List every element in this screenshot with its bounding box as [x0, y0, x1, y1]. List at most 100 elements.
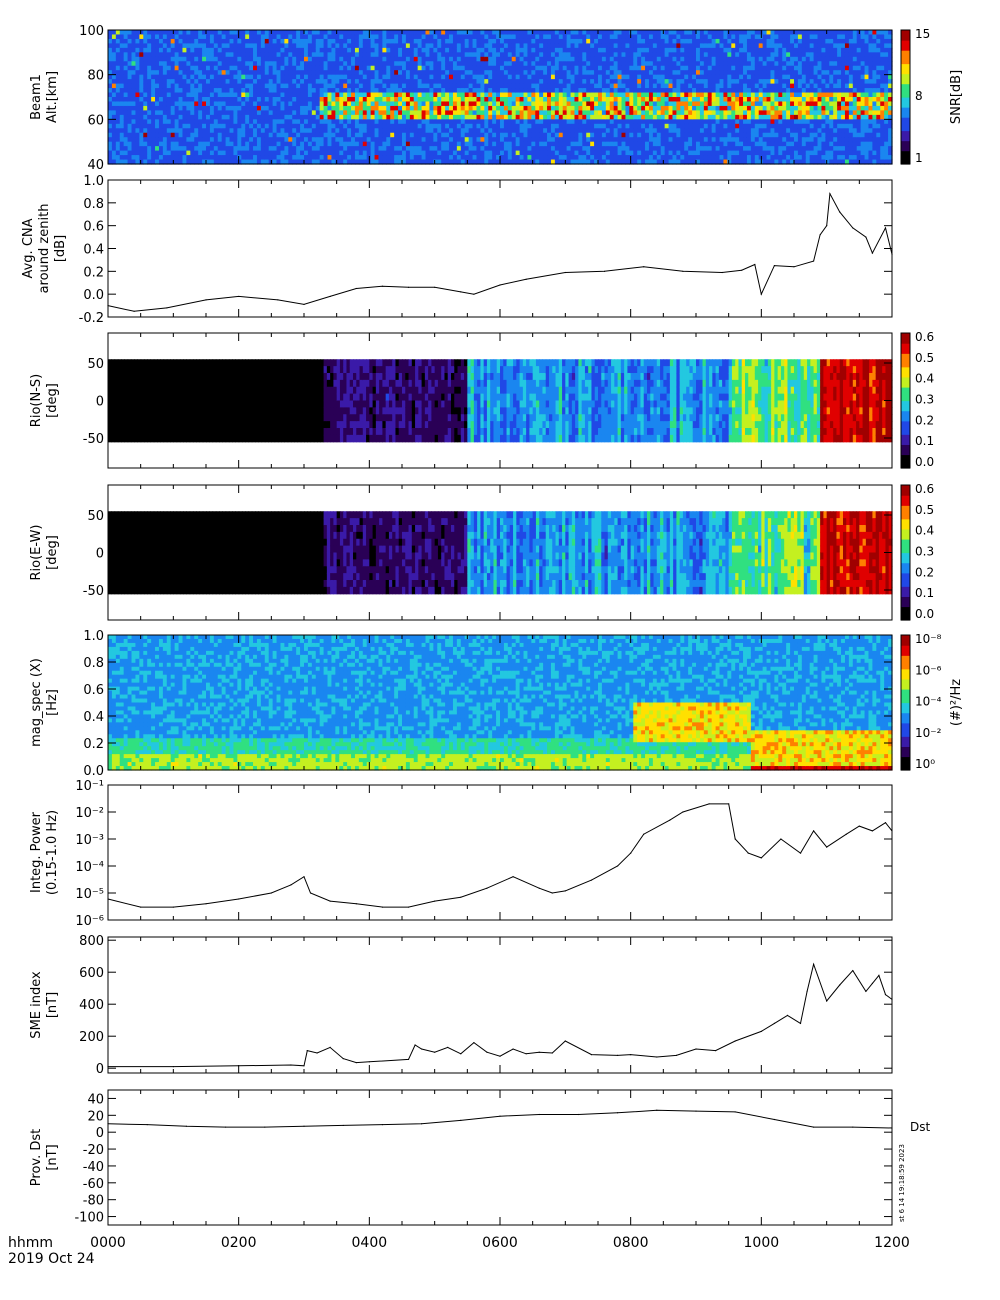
- heatmap-cell: [386, 132, 391, 138]
- heatmap-cell: [452, 30, 458, 36]
- heatmap-cell: [139, 30, 144, 36]
- heatmap-cell: [601, 30, 607, 36]
- heatmap-cell: [115, 110, 121, 116]
- heatmap-cell: [699, 79, 705, 85]
- heatmap-cell: [507, 92, 513, 98]
- heatmap-cell: [108, 114, 113, 120]
- heatmap-cell: [464, 79, 470, 85]
- heatmap-cell: [633, 43, 638, 49]
- heatmap-cell: [221, 88, 227, 94]
- heatmap-cell: [304, 70, 309, 76]
- heatmap-cell: [170, 34, 176, 40]
- heatmap-cell: [433, 70, 438, 76]
- heatmap-cell: [143, 110, 148, 116]
- heatmap-cell: [343, 34, 348, 40]
- heatmap-cell: [496, 70, 501, 76]
- heatmap-cell: [648, 105, 654, 111]
- heatmap-cell: [292, 141, 297, 147]
- heatmap-cell: [382, 83, 387, 89]
- heatmap-cell: [382, 74, 387, 80]
- heatmap-cell: [225, 159, 231, 165]
- heatmap-cell: [166, 128, 172, 134]
- heatmap-cell: [311, 52, 317, 58]
- heatmap-cell: [127, 38, 133, 44]
- heatmap-cell: [539, 92, 544, 98]
- heatmap-cell: [288, 92, 293, 98]
- heatmap-cell: [456, 30, 462, 36]
- heatmap-cell: [476, 92, 481, 98]
- heatmap-cell: [601, 119, 607, 125]
- heatmap-cell: [452, 52, 458, 58]
- heatmap-cell: [625, 52, 630, 58]
- heatmap-cell: [292, 30, 297, 36]
- heatmap-cell: [688, 97, 693, 103]
- heatmap-cell: [256, 128, 262, 134]
- heatmap-cell: [676, 52, 681, 58]
- heatmap-cell: [582, 52, 587, 58]
- heatmap-cell: [629, 114, 634, 120]
- heatmap-cell: [155, 141, 160, 147]
- heatmap-cell: [174, 88, 180, 94]
- heatmap-cell: [158, 141, 164, 147]
- heatmap-cell: [347, 137, 352, 143]
- heatmap-cell: [750, 110, 756, 116]
- heatmap-cell: [711, 43, 717, 49]
- heatmap-cell: [445, 114, 450, 120]
- heatmap-cell: [366, 56, 372, 62]
- heatmap-cell: [135, 79, 140, 85]
- heatmap-cell: [554, 97, 560, 103]
- heatmap-cell: [488, 70, 493, 76]
- heatmap-cell: [739, 88, 744, 94]
- heatmap-cell: [272, 30, 278, 36]
- heatmap-cell: [621, 70, 627, 76]
- heatmap-cell: [488, 47, 493, 53]
- heatmap-cell: [111, 70, 117, 76]
- heatmap-cell: [519, 79, 525, 85]
- heatmap-cell: [256, 92, 262, 98]
- heatmap-cell: [660, 79, 666, 85]
- heatmap-cell: [217, 137, 223, 143]
- heatmap-cell: [358, 56, 364, 62]
- heatmap-cell: [547, 52, 552, 58]
- heatmap-cell: [613, 155, 619, 161]
- heatmap-cell: [476, 101, 481, 107]
- heatmap-cell: [558, 123, 564, 129]
- heatmap-cell: [256, 110, 262, 116]
- heatmap-cell: [170, 38, 176, 44]
- heatmap-cell: [660, 150, 666, 156]
- heatmap-cell: [366, 65, 372, 71]
- heatmap-cell: [237, 150, 242, 156]
- heatmap-cell: [613, 88, 619, 94]
- heatmap-cell: [135, 88, 140, 94]
- heatmap-cell: [750, 159, 756, 165]
- heatmap-cell: [127, 105, 133, 111]
- heatmap-cell: [535, 141, 540, 147]
- heatmap-cell: [735, 83, 740, 89]
- heatmap-cell: [143, 123, 148, 129]
- heatmap-cell: [507, 97, 513, 103]
- heatmap-cell: [676, 132, 681, 138]
- heatmap-cell: [315, 79, 321, 85]
- heatmap-cell: [566, 92, 572, 98]
- heatmap-cell: [692, 150, 697, 156]
- heatmap-cell: [386, 123, 391, 129]
- heatmap-cell: [437, 155, 442, 161]
- heatmap-cell: [245, 114, 250, 120]
- heatmap-cell: [696, 52, 701, 58]
- heatmap-cell: [652, 56, 658, 62]
- heatmap-cell: [574, 155, 579, 161]
- heatmap-cell: [135, 128, 140, 134]
- heatmap-cell: [684, 79, 689, 85]
- heatmap-cell: [213, 128, 219, 134]
- heatmap-cell: [339, 92, 344, 98]
- heatmap-cell: [198, 38, 203, 44]
- heatmap-cell: [315, 65, 321, 71]
- heatmap-cell: [351, 105, 356, 111]
- heatmap-cell: [617, 128, 623, 134]
- heatmap-cell: [421, 114, 427, 120]
- heatmap-cell: [609, 79, 615, 85]
- heatmap-cell: [374, 56, 380, 62]
- heatmap-cell: [715, 141, 721, 147]
- heatmap-cell: [115, 150, 121, 156]
- heatmap-cell: [241, 97, 246, 103]
